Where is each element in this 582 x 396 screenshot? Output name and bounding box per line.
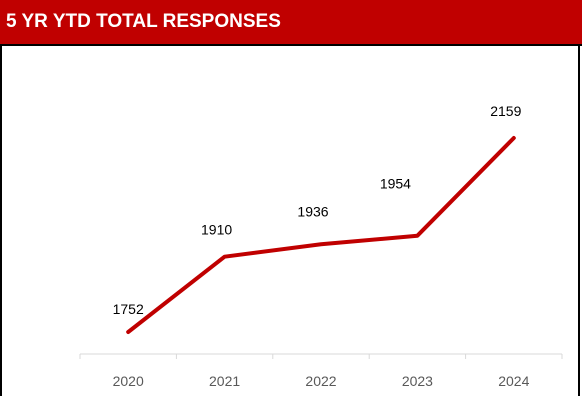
- x-axis-ticks: [79, 354, 563, 359]
- data-label: 1954: [380, 176, 411, 192]
- data-labels: 1752 1910 1936 1954 2159: [113, 103, 522, 317]
- chart-header: 5 YR YTD TOTAL RESPONSES: [0, 0, 582, 46]
- data-label: 2159: [490, 103, 521, 119]
- x-tick-label: 2024: [498, 373, 529, 389]
- data-label: 1936: [297, 203, 328, 219]
- series-line: [126, 136, 516, 334]
- x-tick-label: 2022: [305, 373, 336, 389]
- x-tick-label: 2023: [402, 373, 433, 389]
- data-label: 1910: [201, 222, 232, 238]
- x-tick-label: 2020: [113, 373, 144, 389]
- data-label: 1752: [113, 301, 144, 317]
- x-tick-label: 2021: [209, 373, 240, 389]
- chart-title: 5 YR YTD TOTAL RESPONSES: [6, 11, 281, 32]
- x-axis-tick-labels: 2020 2021 2022 2023 2024: [113, 373, 530, 389]
